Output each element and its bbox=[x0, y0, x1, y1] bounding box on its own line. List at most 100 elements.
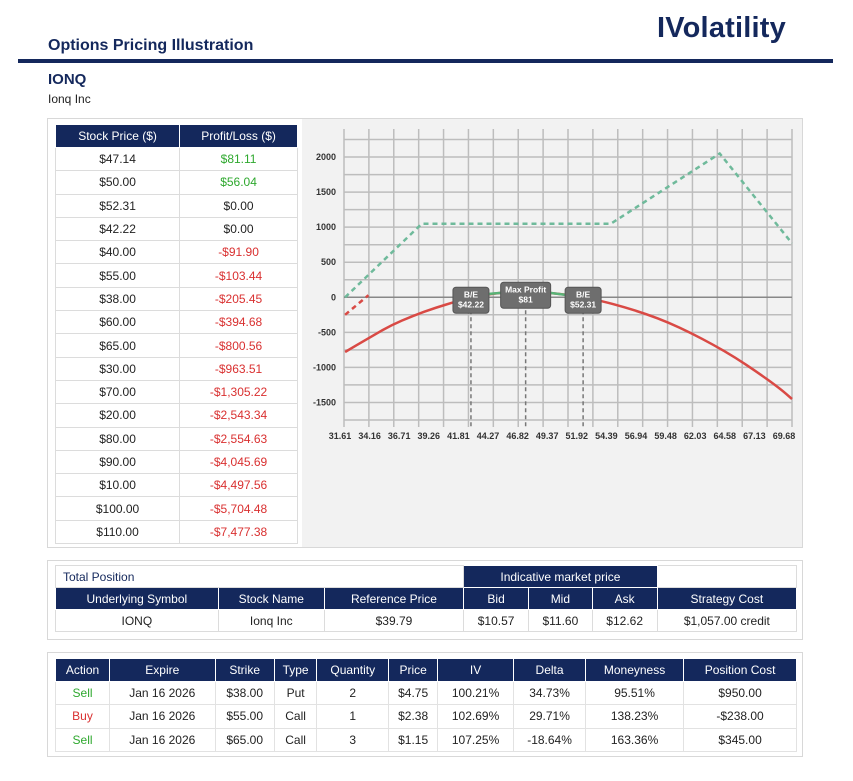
legs-column-header: Price bbox=[388, 658, 439, 682]
leg-strike-cell: $65.00 bbox=[214, 727, 275, 752]
table-row: $47.14 $81.11 bbox=[54, 146, 298, 172]
table-row: $70.00 -$1,305.22 bbox=[54, 379, 298, 405]
position-column-header: Stock Name bbox=[217, 587, 325, 610]
x-tick-label: 62.03 bbox=[684, 431, 707, 441]
company-name: Ionq Inc bbox=[48, 92, 91, 106]
y-tick-label: -1500 bbox=[313, 397, 336, 407]
profit-loss-cell: $0.00 bbox=[179, 193, 298, 218]
table-row: $20.00 -$2,543.34 bbox=[54, 403, 298, 428]
x-tick-label: 44.27 bbox=[477, 431, 500, 441]
leg-type-cell: Call bbox=[273, 704, 318, 729]
position-column-header: Ask bbox=[591, 587, 658, 610]
leg-type-cell: Put bbox=[273, 680, 318, 706]
legs-panel bbox=[47, 652, 803, 757]
x-tick-label: 36.71 bbox=[388, 431, 411, 441]
x-tick-label: 59.48 bbox=[654, 431, 677, 441]
stock-price-cell: $38.00 bbox=[54, 286, 181, 312]
y-tick-label: 0 bbox=[331, 292, 336, 302]
position-column-header: Mid bbox=[528, 587, 593, 610]
annotation-box bbox=[564, 286, 602, 314]
position-column-header: Reference Price bbox=[323, 587, 465, 610]
legs-column-header: Action bbox=[54, 658, 111, 682]
header-divider bbox=[18, 59, 833, 63]
table-row: $40.00 -$91.90 bbox=[54, 240, 298, 265]
x-tick-label: 49.37 bbox=[536, 431, 559, 441]
stock-price-cell: $60.00 bbox=[54, 310, 181, 335]
stock-price-cell: $110.00 bbox=[54, 519, 181, 545]
leg-iv-cell: 107.25% bbox=[437, 727, 515, 752]
stock-price-cell: $55.00 bbox=[54, 263, 181, 288]
table-row: $55.00 -$103.44 bbox=[54, 263, 298, 288]
leg-expire-cell: Jan 16 2026 bbox=[109, 704, 216, 729]
leg-action-cell: Buy bbox=[54, 704, 111, 729]
annotation-value: $81 bbox=[519, 294, 533, 304]
leg-action-cell: Sell bbox=[54, 680, 111, 706]
position-panel bbox=[47, 560, 803, 640]
y-tick-label: 2000 bbox=[316, 152, 336, 162]
leg-strike-cell: $38.00 bbox=[214, 680, 275, 706]
profit-loss-cell: -$205.45 bbox=[179, 286, 298, 312]
y-tick-label: 1000 bbox=[316, 222, 336, 232]
annotation-box bbox=[500, 281, 552, 309]
profit-loss-cell: -$7,477.38 bbox=[179, 519, 298, 545]
y-tick-label: 1500 bbox=[316, 187, 336, 197]
x-tick-label: 51.92 bbox=[566, 431, 589, 441]
profit-loss-cell: -$4,497.56 bbox=[179, 473, 298, 498]
position-value-cell: $1,057.00 credit bbox=[656, 609, 798, 632]
leg-action-cell: Sell bbox=[54, 727, 111, 752]
legs-column-header: Moneyness bbox=[584, 658, 685, 682]
stock-price-cell: $50.00 bbox=[54, 170, 181, 195]
profit-loss-cell: -$4,045.69 bbox=[179, 449, 298, 475]
position-column-header: Strategy Cost bbox=[656, 587, 798, 610]
x-tick-label: 41.81 bbox=[447, 431, 470, 441]
legs-column-header: Position Cost bbox=[683, 658, 797, 682]
stock-price-cell: $47.14 bbox=[54, 146, 181, 172]
table-row: $65.00 -$800.56 bbox=[54, 333, 298, 358]
stock-price-cell: $52.31 bbox=[54, 193, 181, 218]
stock-price-cell: $100.00 bbox=[54, 496, 181, 521]
stock-price-cell: $10.00 bbox=[54, 473, 181, 498]
table-row: $50.00 $56.04 bbox=[54, 170, 298, 195]
position-value-cell: $10.57 bbox=[463, 609, 530, 632]
annotation-label: B/E bbox=[464, 289, 479, 299]
table-row: Buy Jan 16 2026 $55.00 Call 1 $2.38 102.69% 29.… bbox=[54, 704, 797, 729]
annotation-label: B/E bbox=[576, 289, 591, 299]
table-row: $10.00 -$4,497.56 bbox=[54, 473, 298, 498]
column-header-stock-price: Stock Price ($) bbox=[54, 124, 181, 148]
x-tick-label: 31.61 bbox=[329, 431, 352, 441]
position-value-cell: $12.62 bbox=[591, 609, 658, 632]
table-row: Sell Jan 16 2026 $38.00 Put 2 $4.75 100.21% 34.… bbox=[54, 680, 797, 706]
leg-delta-cell: 34.73% bbox=[513, 680, 586, 706]
profit-loss-cell: -$103.44 bbox=[179, 263, 298, 288]
leg-price-cell: $2.38 bbox=[388, 704, 439, 729]
leg-type-cell: Call bbox=[273, 727, 318, 752]
table-row: $80.00 -$2,554.63 bbox=[54, 426, 298, 451]
leg-quantity-cell: 2 bbox=[316, 680, 390, 706]
table-row: $38.00 -$205.45 bbox=[54, 286, 298, 312]
stock-price-cell: $20.00 bbox=[54, 403, 181, 428]
column-header-profit-loss: Profit/Loss ($) bbox=[179, 124, 298, 148]
annotation-value: $42.22 bbox=[458, 299, 484, 309]
table-row: $90.00 -$4,045.69 bbox=[54, 449, 298, 475]
y-tick-label: 500 bbox=[321, 257, 336, 267]
total-position-label: Total Position bbox=[54, 565, 465, 588]
profit-loss-cell: -$800.56 bbox=[179, 333, 298, 358]
profit-loss-cell: -$394.68 bbox=[179, 310, 298, 335]
profit-loss-cell: -$91.90 bbox=[179, 240, 298, 265]
profit-loss-cell: -$2,543.34 bbox=[179, 403, 298, 428]
table-row: $52.31 $0.00 bbox=[54, 193, 298, 218]
x-tick-label: 39.26 bbox=[418, 431, 441, 441]
leg-cost-cell: -$238.00 bbox=[683, 704, 797, 729]
x-tick-label: 69.68 bbox=[773, 431, 796, 441]
position-value-cell: $39.79 bbox=[323, 609, 465, 632]
stock-price-cell: $80.00 bbox=[54, 426, 181, 451]
x-tick-label: 67.13 bbox=[743, 431, 766, 441]
leg-iv-cell: 102.69% bbox=[437, 704, 515, 729]
stock-price-cell: $90.00 bbox=[54, 449, 181, 475]
x-tick-label: 64.58 bbox=[714, 431, 737, 441]
leg-cost-cell: $950.00 bbox=[683, 680, 797, 706]
legs-column-header: Expire bbox=[109, 658, 216, 682]
profit-loss-cell: -$2,554.63 bbox=[179, 426, 298, 451]
empty-cell bbox=[656, 565, 798, 588]
position-value-cell: IONQ bbox=[55, 609, 219, 632]
